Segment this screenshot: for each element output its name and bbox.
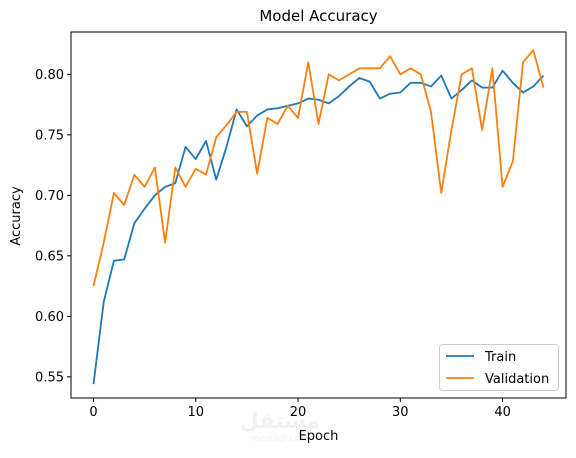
legend-label-validation: Validation <box>485 372 549 387</box>
legend: Train Validation <box>439 344 559 391</box>
y-axis: 0.55 0.60 0.65 0.70 0.75 0.80 <box>35 68 71 385</box>
series-line-train <box>92 69 545 385</box>
watermark-text: مستقل <box>240 409 320 434</box>
x-axis-title: Epoch <box>299 429 339 444</box>
y-tick-label: 0.75 <box>35 128 64 143</box>
y-tick-label: 0.80 <box>35 68 64 83</box>
x-tick-label: 40 <box>494 405 511 420</box>
y-tick-label: 0.55 <box>35 370 64 385</box>
x-tick-label: 10 <box>187 405 204 420</box>
y-tick-label: 0.65 <box>35 249 64 264</box>
x-tick-label: 0 <box>89 405 97 420</box>
plot-area <box>92 49 545 385</box>
y-tick-label: 0.60 <box>35 310 64 325</box>
watermark-subtext: mostaql.com <box>251 434 309 444</box>
plot-frame <box>70 31 567 399</box>
series-line-validation <box>92 49 545 287</box>
watermark-logo: مستقل mostaql.com <box>240 409 320 444</box>
x-tick-label: 30 <box>392 405 409 420</box>
legend-label-train: Train <box>484 350 516 365</box>
x-tick-label: 20 <box>290 405 307 420</box>
chart-title: Model Accuracy <box>259 7 377 25</box>
y-tick-label: 0.70 <box>35 189 64 204</box>
x-axis: 0 10 20 30 40 <box>89 398 511 420</box>
y-axis-title: Accuracy <box>9 186 24 246</box>
